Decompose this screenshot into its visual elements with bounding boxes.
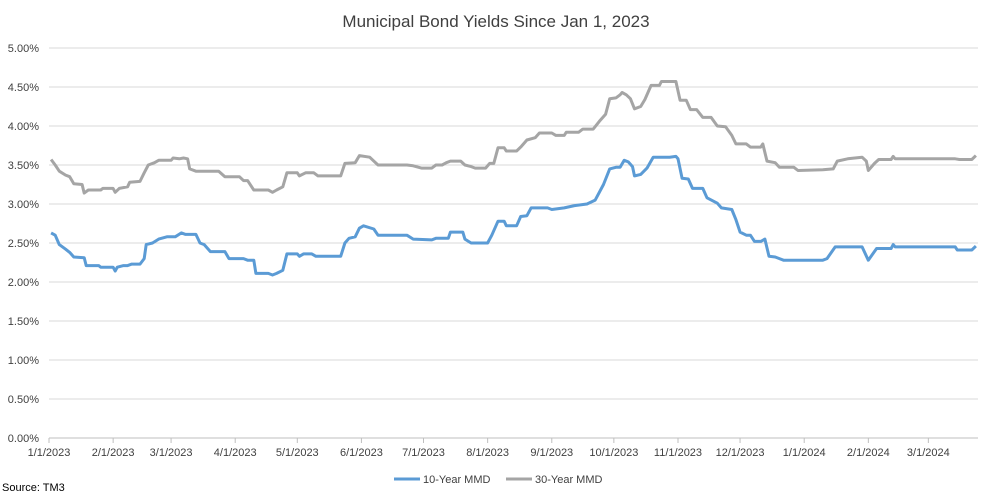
legend-label-30-year: 30-Year MMD bbox=[535, 474, 603, 486]
gridlines bbox=[49, 47, 978, 439]
chart-title: Municipal Bond Yields Since Jan 1, 2023 bbox=[342, 12, 649, 31]
series-line-10-year bbox=[50, 154, 977, 277]
x-tick-label: 1/1/2024 bbox=[783, 447, 826, 459]
x-tick-label: 2/1/2024 bbox=[847, 447, 890, 459]
series-layer bbox=[49, 80, 977, 277]
x-tick-label: 8/1/2023 bbox=[466, 447, 509, 459]
y-tick-label: 2.00% bbox=[8, 277, 39, 289]
x-tick-label: 4/1/2023 bbox=[214, 447, 257, 459]
legend: 10-Year MMD 30-Year MMD bbox=[394, 474, 603, 486]
x-tick-label: 3/1/2024 bbox=[907, 447, 950, 459]
x-axis: 1/1/2023 2/1/2023 3/1/2023 4/1/2023 5/1/2023… bbox=[28, 438, 950, 459]
y-axis: 0.00% 0.50% 1.00% 1.50% 2.00% 2.50% 3.00% 3.50%… bbox=[8, 43, 39, 445]
y-tick-label: 3.00% bbox=[8, 199, 39, 211]
y-tick-label: 0.50% bbox=[8, 394, 39, 406]
x-tick-label: 3/1/2023 bbox=[150, 447, 193, 459]
y-tick-label: 3.50% bbox=[8, 160, 39, 172]
y-tick-label: 5.00% bbox=[8, 43, 39, 55]
x-tick-label: 2/1/2023 bbox=[92, 447, 135, 459]
x-tick-label: 6/1/2023 bbox=[340, 447, 383, 459]
y-tick-label: 0.00% bbox=[8, 433, 39, 445]
series-line-30-year bbox=[49, 80, 977, 195]
y-tick-label: 1.50% bbox=[8, 316, 39, 328]
source-note: Source: TM3 bbox=[2, 482, 65, 494]
legend-label-10-year: 10-Year MMD bbox=[423, 474, 491, 486]
y-tick-label: 4.00% bbox=[8, 121, 39, 133]
x-tick-label: 5/1/2023 bbox=[276, 447, 319, 459]
y-tick-label: 4.50% bbox=[8, 82, 39, 94]
x-tick-label: 11/1/2023 bbox=[654, 447, 702, 459]
x-tick-label: 1/1/2023 bbox=[28, 447, 71, 459]
x-tick-label: 9/1/2023 bbox=[530, 447, 573, 459]
x-tick-label: 10/1/2023 bbox=[589, 447, 638, 459]
x-tick-label: 12/1/2023 bbox=[716, 447, 765, 459]
y-tick-label: 2.50% bbox=[8, 238, 39, 250]
y-tick-label: 1.00% bbox=[8, 355, 39, 367]
x-tick-label: 7/1/2023 bbox=[402, 447, 445, 459]
